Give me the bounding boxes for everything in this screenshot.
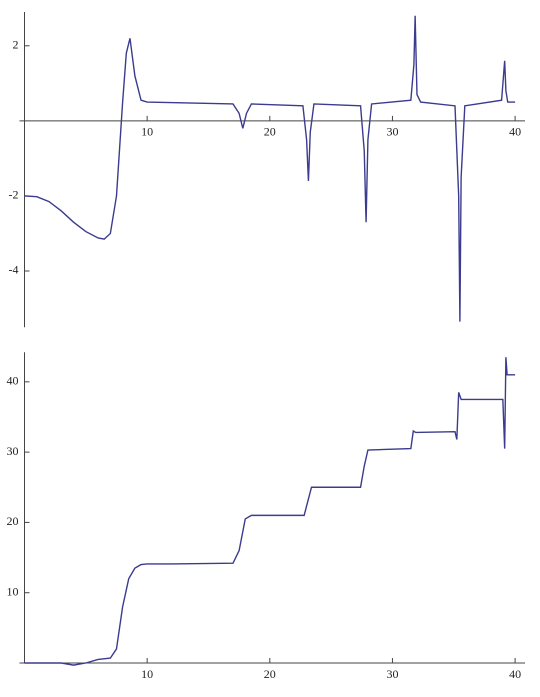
x-tick-label: 10 [141, 667, 153, 681]
line [24, 15, 516, 322]
x-tick-label: 40 [509, 667, 521, 681]
y-tick-label: 20 [7, 514, 19, 528]
x-tick-label: 30 [386, 125, 398, 139]
x-tick-label: 40 [509, 125, 521, 139]
y-tick-label: 40 [7, 374, 19, 388]
y-tick-label: -2 [9, 188, 19, 202]
x-tick-label: 20 [264, 125, 276, 139]
x-tick-label: 10 [141, 125, 153, 139]
y-tick-label: 2 [13, 38, 19, 52]
x-tick-label: 30 [386, 667, 398, 681]
y-tick-label: 10 [7, 584, 19, 598]
y-tick-label: 30 [7, 444, 19, 458]
y-tick-label: -4 [9, 263, 19, 277]
line [24, 357, 516, 666]
x-tick-label: 20 [264, 667, 276, 681]
